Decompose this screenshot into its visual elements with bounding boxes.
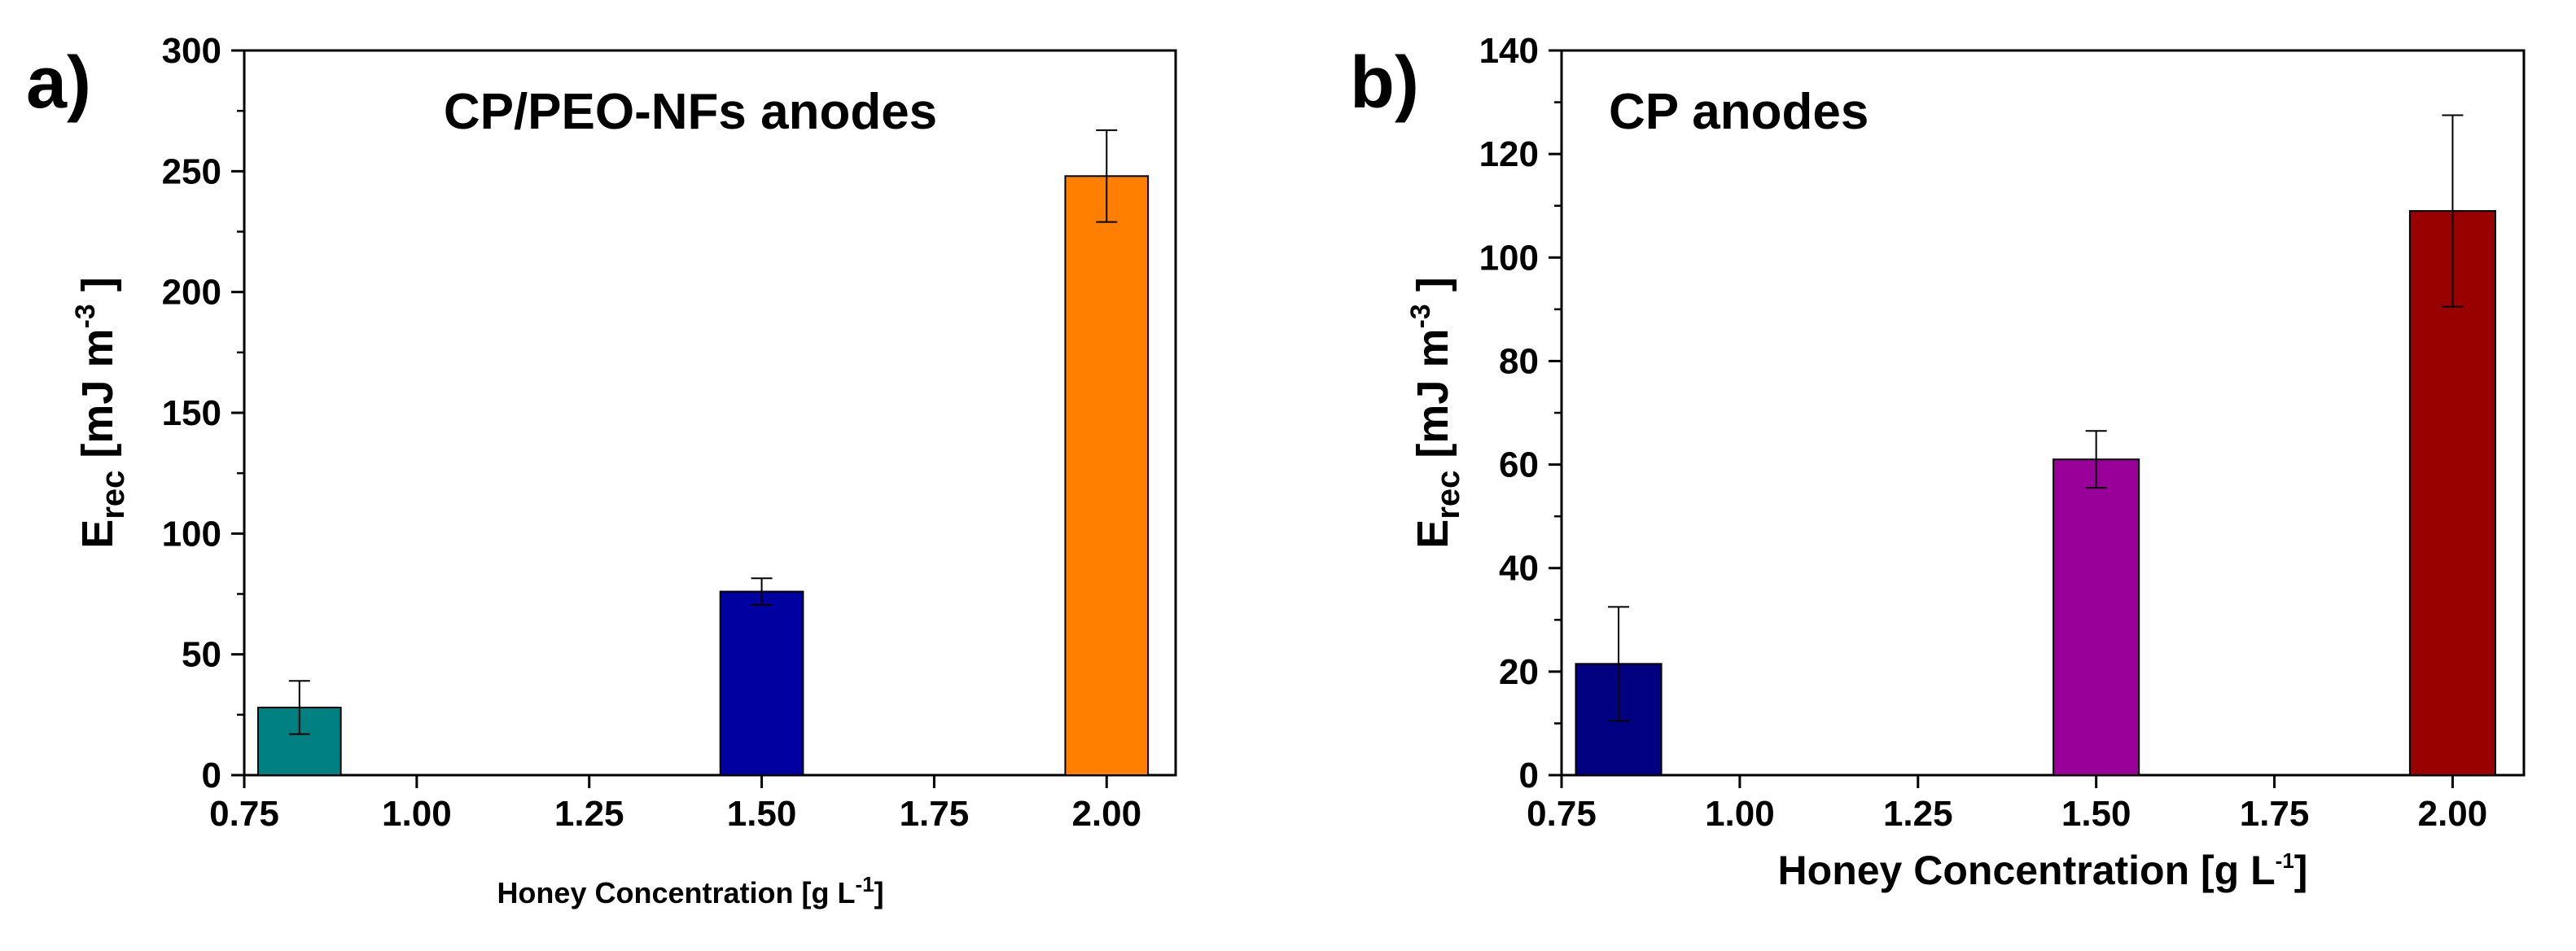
- x-tick-label: 2.00: [1071, 794, 1141, 834]
- chart-title-b: CP anodes: [1609, 84, 1868, 140]
- y-tick-label: 140: [1479, 31, 1539, 71]
- x-tick-label: 0.75: [209, 794, 279, 834]
- x-tick-label: 1.25: [554, 794, 624, 834]
- y-tick-label: 100: [162, 514, 221, 554]
- y-tick-label: 40: [1499, 549, 1539, 589]
- panel-b: b) CP anodes 0.75 1.00 1.25 1.50 1.75 2.00 0 2…: [1350, 31, 2526, 893]
- y-tick-label: 250: [162, 151, 221, 191]
- y-tick-label: 50: [182, 635, 221, 675]
- plot-area-b: [1560, 49, 2526, 777]
- y-tick-label: 200: [162, 273, 221, 313]
- bar: [719, 590, 804, 776]
- y-axis-ticks-a: 0 50 100 150 200 250 300: [162, 31, 244, 795]
- x-tick-label: 2.00: [2418, 794, 2488, 834]
- x-tick-label: 1.00: [1705, 794, 1775, 834]
- bar: [1064, 175, 1150, 776]
- y-tick-label: 60: [1499, 445, 1539, 485]
- x-axis-ticks-a: 0.75 1.00 1.25 1.50 1.75 2.00: [209, 775, 1141, 834]
- chart-title-a: CP/PEO-NFs anodes: [444, 84, 937, 140]
- y-axis-ticks-b: 0 20 40 60 80 100 120 140: [1479, 31, 1562, 795]
- x-tick-label: 1.75: [900, 794, 970, 834]
- bars-b: [1575, 114, 2496, 777]
- y-tick-label: 80: [1499, 341, 1539, 381]
- panel-a: a) CP/PEO-NFs anodes 0.75 1.00 1.25 1.50 1.7…: [26, 31, 1177, 909]
- y-tick-label: 150: [162, 393, 221, 433]
- y-axis-label-b: Erec [mJ m-3 ]: [1405, 277, 1466, 548]
- x-axis-label-b: Honey Concentration [g L-1]: [1778, 848, 2308, 893]
- bar: [2052, 458, 2140, 776]
- panel-label-b: b): [1350, 42, 1419, 124]
- x-tick-label: 1.50: [2061, 794, 2131, 834]
- y-tick-label: 300: [162, 31, 221, 71]
- x-tick-label: 1.50: [727, 794, 797, 834]
- plot-area-a: [243, 49, 1177, 777]
- x-axis-label-a: Honey Concentration [g L-1]: [497, 872, 883, 909]
- y-tick-label: 120: [1479, 134, 1539, 174]
- bars-a: [256, 129, 1150, 777]
- y-tick-label: 20: [1499, 652, 1539, 692]
- x-tick-label: 1.00: [382, 794, 452, 834]
- x-tick-label: 1.75: [2240, 794, 2310, 834]
- x-axis-ticks-b: 0.75 1.00 1.25 1.50 1.75 2.00: [1527, 775, 2487, 834]
- y-tick-label: 0: [1519, 756, 1539, 795]
- x-tick-label: 1.25: [1883, 794, 1953, 834]
- panel-label-a: a): [26, 42, 91, 124]
- x-tick-label: 0.75: [1527, 794, 1597, 834]
- y-tick-label: 0: [202, 756, 221, 795]
- y-tick-label: 100: [1479, 238, 1539, 278]
- y-axis-label-a: Erec [mJ m-3 ]: [70, 277, 131, 548]
